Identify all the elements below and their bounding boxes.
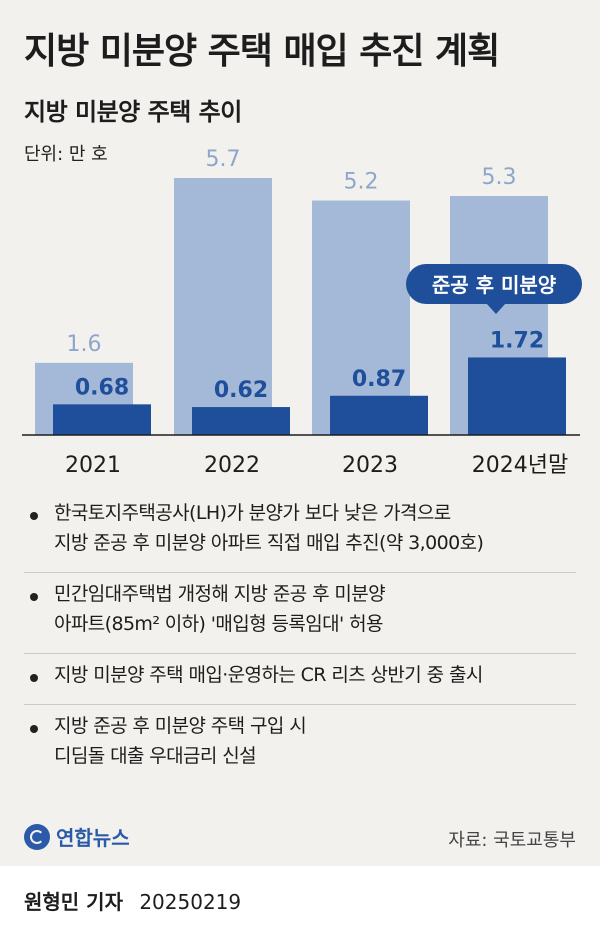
bar-completed-unsold-2022 [192, 407, 290, 435]
callout-label: 준공 후 미분양 [432, 273, 557, 297]
bar-completed-unsold-2021 [53, 404, 151, 435]
callout-pointer [486, 303, 506, 314]
label-completed-unsold-2022: 0.62 [214, 378, 268, 403]
x-tick-2024년말: 2024년말 [472, 453, 568, 478]
yonhap-logo: 연합뉴스 [24, 822, 130, 851]
bullet-line: 지방 준공 후 미분양 아파트 직접 매입 추진(약 3,000호) [54, 532, 484, 554]
bar-chart: 1.6 0.68 2021 5.7 0.62 2022 5.2 0.87 2023 5.3 1.72… [22, 147, 582, 478]
bullet-line: 지방 준공 후 미분양 주택 구입 시 [54, 715, 307, 737]
x-tick-2022: 2022 [204, 453, 260, 478]
x-tick-2023: 2023 [342, 453, 398, 478]
footer-bar [0, 866, 600, 930]
label-completed-unsold-2023: 0.87 [352, 367, 406, 392]
callout-bubble [406, 264, 582, 304]
bullet-line: 디딤돌 대출 우대금리 신설 [54, 745, 257, 767]
label-completed-unsold-2021: 0.68 [75, 375, 129, 400]
bullet-line: 아파트(85m² 이하) '매입형 등록임대' 허용 [54, 613, 383, 635]
x-tick-2021: 2021 [65, 453, 121, 478]
credit-line: 원형민 기자 20250219 [24, 886, 241, 915]
bullet-line: 지방 미분양 주택 매입·운영하는 CR 리츠 상반기 중 출시 [54, 664, 483, 686]
label-total-2024년말: 5.3 [482, 165, 517, 190]
bar-completed-unsold-2023 [330, 395, 428, 435]
page-title: 지방 미분양 주택 매입 추진 계획 [24, 31, 500, 72]
unit-label: 단위: 만 호 [24, 144, 108, 165]
publish-date: 20250219 [139, 890, 242, 914]
bar-completed-unsold-2024년말 [468, 357, 566, 435]
source-label: 자료: 국토교통부 [448, 830, 576, 851]
bullet-line: 한국토지주택공사(LH)가 분양가 보다 낮은 가격으로 [54, 502, 451, 524]
author-name: 원형민 기자 [24, 890, 123, 914]
label-total-2023: 5.2 [344, 170, 379, 195]
label-total-2022: 5.7 [206, 147, 241, 172]
yonhap-logo-icon [24, 823, 50, 850]
bar-total-2022 [174, 178, 272, 435]
logo-text: 연합뉴스 [56, 826, 130, 850]
bullet-line: 민간임대주택법 개정해 지방 준공 후 미분양 [54, 583, 386, 605]
bullet-item: 지방 미분양 주택 매입·운영하는 CR 리츠 상반기 중 출시 [24, 654, 576, 705]
chart-subtitle: 지방 미분양 주택 추이 [24, 98, 242, 126]
label-total-2021: 1.6 [67, 332, 102, 357]
label-completed-unsold-2024년말: 1.72 [490, 328, 544, 353]
